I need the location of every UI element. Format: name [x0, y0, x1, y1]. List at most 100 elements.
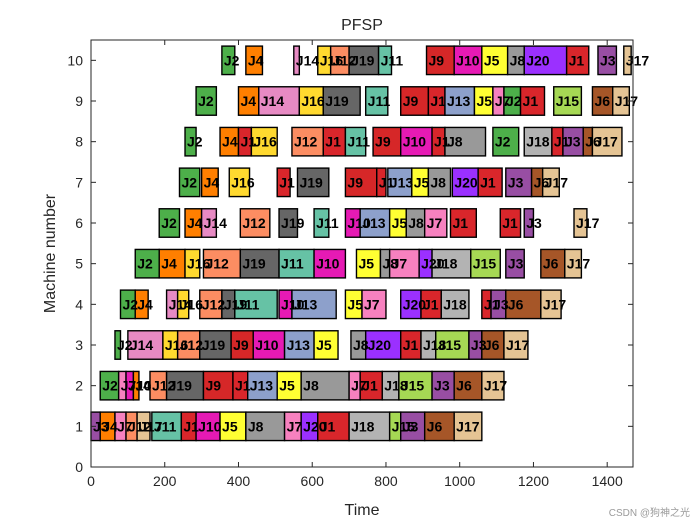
job-label-m1-j20: J20	[303, 418, 327, 434]
y-tick-label: 5	[75, 256, 83, 272]
gantt-bar-m7-j17	[541, 167, 560, 198]
job-label-m4-j4: J4	[137, 296, 153, 312]
job-label-m9-j16: J16	[301, 93, 325, 109]
gantt-bar-m10-j14	[293, 45, 301, 76]
job-label-m6-j17: J17	[576, 215, 600, 231]
gantt-bar-m6-j3	[523, 208, 535, 238]
job-label-m5-j19: J19	[242, 256, 266, 272]
job-label-m9-j2: J2	[506, 93, 522, 109]
gantt-bar-m3-j19	[199, 330, 232, 360]
job-label-m4-j7: J7	[364, 296, 380, 312]
job-label-m3-j3: J3	[471, 337, 487, 353]
gantt-bar-m1-j8	[245, 411, 286, 442]
job-label-m2-j10: J10	[128, 378, 152, 394]
x-tick-label: 600	[301, 473, 325, 489]
gantt-bar-m7-j1	[376, 167, 387, 198]
job-label-m2-j3: J3	[434, 378, 450, 394]
gantt-bar-m4-j4	[134, 289, 149, 320]
axes-box	[90, 39, 634, 468]
job-label-m6-j7: J7	[427, 215, 443, 231]
job-label-m2-j5: J5	[279, 378, 295, 394]
watermark: CSDN @狗神之光	[608, 508, 690, 519]
job-label-m6-j12: J12	[242, 215, 266, 231]
job-label-m6-j8: J8	[408, 215, 424, 231]
job-label-m6-j11: J11	[316, 215, 339, 231]
job-label-m6-j14: J14	[204, 215, 228, 231]
job-label-m8-j8: J8	[447, 134, 463, 150]
gantt-bar-m1-j11	[151, 411, 183, 442]
job-label-m1-j17: J17	[139, 418, 163, 434]
job-label-m9-j11: J11	[368, 93, 391, 109]
job-label-m5-j6: J6	[543, 256, 559, 272]
gantt-bar-m2-j4	[132, 370, 140, 401]
gantt-bar-m4-j6	[505, 289, 542, 320]
job-label-m10-j14: J14	[296, 52, 320, 68]
job-label-m1-j15: J15	[392, 418, 416, 434]
gantt-bar-m7-j1	[276, 167, 291, 198]
job-label-m7-j5: J5	[414, 174, 430, 190]
gantt-bar-m10-j9	[425, 45, 455, 76]
job-label-m1-j7: J7	[287, 418, 303, 434]
job-label-m8-j1: J1	[554, 134, 570, 150]
gantt-bar-m4-j18	[440, 289, 470, 320]
gantt-bar-m8-j9	[372, 126, 402, 157]
job-label-m4-j6: J6	[508, 296, 524, 312]
gantt-bar-m1-j18	[348, 411, 391, 442]
job-label-m1-j7: J7	[117, 418, 133, 434]
job-label-m5-j17: J17	[567, 256, 591, 272]
y-tick-label: 9	[75, 93, 83, 109]
gantt-bar-m3-j2	[114, 330, 122, 360]
job-label-m5-j11: J11	[281, 256, 304, 272]
job-label-m4-j10: J10	[281, 296, 305, 312]
job-label-m5-j3: J3	[508, 256, 524, 272]
job-label-m3-j1: J1	[403, 337, 419, 353]
gantt-bar-m6-j1	[499, 208, 522, 238]
y-tick-label: 8	[75, 134, 83, 150]
gantt-bar-m8-j11	[344, 126, 367, 157]
gantt-bar-m9-j9	[400, 86, 430, 116]
gantt-bar-m9-j14	[258, 86, 301, 116]
job-label-m2-j7: J7	[351, 378, 367, 394]
job-label-m8-j17: J17	[594, 134, 618, 150]
y-axis: 0 1 2 3 4 5 6 7 8 9 10	[67, 52, 633, 475]
gantt-bar-m2-j15	[398, 370, 433, 401]
job-label-m9-j2: J2	[198, 93, 214, 109]
gantt-bar-m9-j19	[322, 86, 361, 116]
gantt-bar-m5-j16	[184, 248, 201, 279]
job-label-m3-j8: J8	[353, 337, 369, 353]
job-label-m5-j15: J15	[473, 256, 497, 272]
job-label-m8-j1: J1	[325, 134, 341, 150]
gantt-bar-m5-j17	[564, 248, 583, 279]
job-label-m4-j11: J11	[237, 296, 260, 312]
y-axis-label: Machine number	[42, 193, 59, 313]
job-label-m3-j14: J14	[130, 337, 154, 353]
job-label-m10-j17: J17	[626, 52, 650, 68]
job-label-m8-j16: J16	[253, 134, 277, 150]
gantt-bar-m6-j11	[313, 208, 330, 238]
job-label-m8-j2: J2	[187, 134, 203, 150]
y-tick-label: 0	[75, 459, 83, 475]
job-label-m8-j10: J10	[403, 134, 427, 150]
gantt-bar-m1-j1	[317, 411, 350, 442]
job-label-m3-j15: J15	[438, 337, 462, 353]
job-label-m1-j17: J17	[456, 418, 480, 434]
gantt-bar-m9-j13	[444, 86, 476, 116]
gantt-bar-m10-j19	[348, 45, 380, 76]
job-label-m7-j2: J2	[181, 174, 197, 190]
gantt-bar-m7-j16	[228, 167, 251, 198]
job-label-m9-j17: J17	[615, 93, 639, 109]
job-label-m2-j13: J13	[250, 378, 274, 394]
gantt-bar-m3-j14	[127, 330, 164, 360]
job-label-m6-j5: J5	[392, 215, 408, 231]
job-label-m3-j5: J5	[316, 337, 332, 353]
job-label-m3-j12: J12	[180, 337, 204, 353]
gantt-bar-m6-j12	[239, 208, 271, 238]
y-tick-label: 2	[75, 378, 83, 394]
chart-title: PFSP	[341, 17, 383, 34]
gantt-bar-m7-j3	[505, 167, 533, 198]
x-tick-label: 1200	[518, 473, 549, 489]
gantt-bar-m6-j19	[278, 208, 299, 238]
gantt-bar-m6-j13	[359, 208, 391, 238]
gantt-bar-m6-j1	[449, 208, 477, 238]
